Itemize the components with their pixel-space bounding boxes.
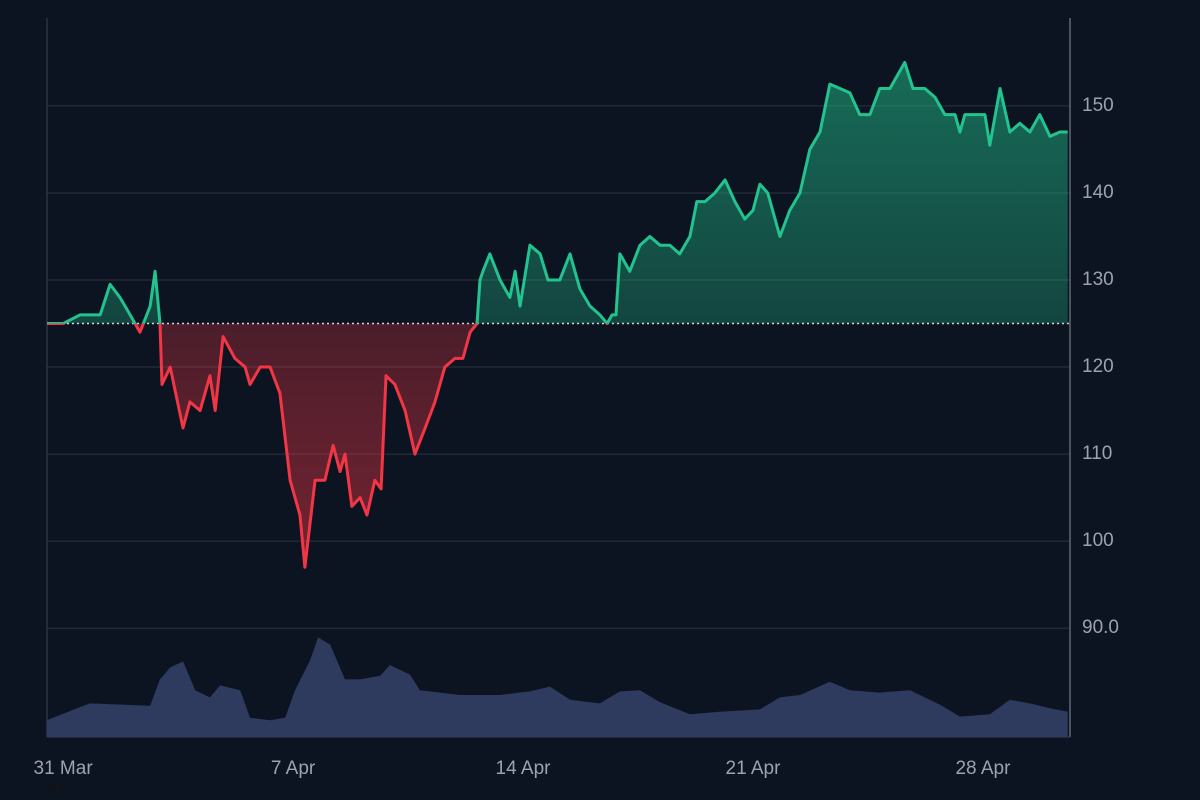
y-tick-label: 120	[1082, 356, 1114, 377]
y-tick-label: 100	[1082, 530, 1114, 551]
y-tick-label: 130	[1082, 269, 1114, 290]
y-tick-label: 140	[1082, 182, 1114, 203]
y-tick-label: 110	[1082, 443, 1112, 464]
footnote: 41	[47, 779, 67, 799]
line-down	[47, 323, 609, 569]
x-tick-label: 21 Apr	[726, 758, 782, 779]
area-down	[135, 323, 478, 568]
area-up	[47, 62, 1068, 324]
x-tick-label: 14 Apr	[496, 758, 552, 779]
x-tick-label: 31 Mar	[34, 758, 94, 779]
line-up	[47, 60, 1068, 324]
x-tick-label: 7 Apr	[271, 758, 316, 779]
y-tick-label: 150	[1082, 95, 1114, 116]
y-tick-label: 90.0	[1082, 617, 1119, 638]
volume-area	[47, 637, 1068, 737]
x-tick-label: 28 Apr	[955, 758, 1011, 779]
